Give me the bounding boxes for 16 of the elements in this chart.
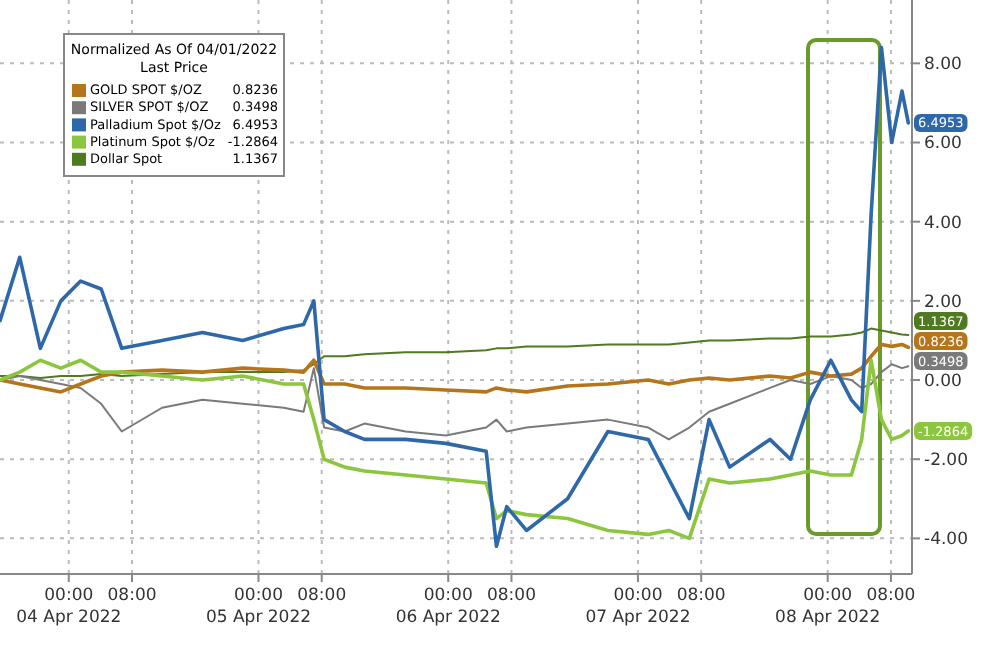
y-tick-label: -2.00 <box>924 451 968 472</box>
line-series <box>0 358 911 541</box>
y-tick-label: 0.00 <box>924 371 962 392</box>
line-series <box>0 45 911 549</box>
y-tick-label: 6.00 <box>924 134 962 155</box>
y-tick-label: -4.00 <box>924 530 968 551</box>
line-series <box>0 342 911 394</box>
x-tick-label: 08:00 <box>866 586 916 606</box>
x-tick-label: 08:00 <box>676 586 726 606</box>
x-tick-label: 08:00 <box>107 586 157 606</box>
y-tick-label: 2.00 <box>924 292 962 313</box>
y-tick-label: 8.00 <box>924 55 962 76</box>
y-tick-label: 4.00 <box>924 213 962 234</box>
line-series <box>0 327 910 380</box>
x-tick-label: 08:00 <box>486 586 536 606</box>
x-tick-label: 08:00 <box>297 586 347 606</box>
